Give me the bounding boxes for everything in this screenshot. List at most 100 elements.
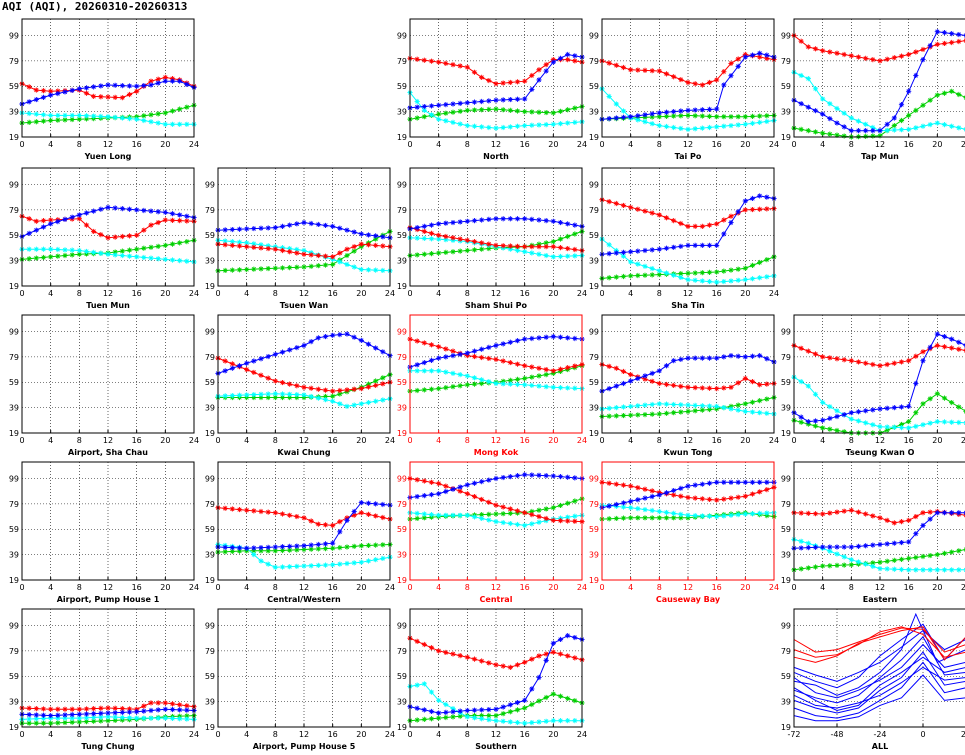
y-tick-label: 79 bbox=[589, 353, 599, 362]
data-point bbox=[721, 513, 727, 519]
data-point bbox=[628, 114, 634, 120]
x-tick-label: 8 bbox=[465, 289, 470, 298]
data-point bbox=[906, 567, 912, 573]
data-point bbox=[870, 133, 876, 139]
data-point bbox=[258, 391, 264, 397]
data-point bbox=[373, 267, 379, 273]
data-point bbox=[236, 363, 243, 369]
data-point bbox=[927, 552, 933, 559]
data-point bbox=[486, 106, 492, 113]
data-point bbox=[450, 119, 456, 126]
y-tick-label: 59 bbox=[9, 82, 19, 91]
data-point bbox=[877, 565, 883, 572]
x-tick-label: 4 bbox=[820, 583, 825, 592]
x-tick-label: 24 bbox=[189, 289, 199, 298]
data-point bbox=[642, 373, 648, 379]
data-point bbox=[380, 397, 386, 403]
data-point bbox=[536, 373, 542, 379]
data-point bbox=[344, 387, 350, 393]
data-point bbox=[471, 218, 478, 224]
data-point bbox=[642, 412, 648, 418]
data-point bbox=[678, 113, 684, 119]
y-tick-label: 79 bbox=[9, 647, 19, 656]
data-point bbox=[155, 80, 161, 86]
data-point bbox=[714, 114, 720, 120]
data-point bbox=[827, 548, 833, 554]
data-point bbox=[685, 126, 691, 132]
data-point bbox=[714, 77, 720, 83]
y-tick-label: 19 bbox=[9, 429, 19, 438]
data-point bbox=[891, 566, 897, 572]
data-point bbox=[26, 712, 32, 718]
data-point bbox=[112, 252, 118, 258]
x-tick-label: 8 bbox=[77, 289, 82, 298]
data-point bbox=[330, 332, 336, 338]
data-point bbox=[365, 384, 372, 390]
y-tick-label: 59 bbox=[9, 231, 19, 240]
data-point bbox=[55, 253, 61, 259]
data-point bbox=[83, 85, 90, 91]
data-point bbox=[421, 107, 427, 113]
data-point bbox=[572, 655, 578, 661]
data-point bbox=[428, 112, 435, 118]
data-point bbox=[337, 387, 343, 394]
data-point bbox=[721, 123, 727, 129]
data-point bbox=[848, 358, 854, 364]
data-point bbox=[735, 402, 741, 408]
data-point bbox=[414, 705, 420, 711]
data-point bbox=[98, 94, 104, 100]
data-point bbox=[927, 344, 933, 350]
data-point bbox=[536, 251, 542, 257]
x-tick-label: 24 bbox=[961, 140, 965, 149]
y-tick-label: 79 bbox=[205, 647, 215, 656]
data-point bbox=[48, 92, 54, 98]
data-point bbox=[735, 63, 741, 69]
panel-frame bbox=[409, 314, 583, 434]
data-point bbox=[642, 208, 648, 214]
data-point bbox=[529, 512, 535, 518]
data-point bbox=[184, 213, 190, 219]
data-point bbox=[486, 660, 492, 666]
data-point bbox=[949, 567, 955, 573]
data-point bbox=[55, 246, 61, 253]
data-point bbox=[649, 68, 655, 74]
data-point bbox=[692, 270, 698, 276]
data-point bbox=[479, 107, 485, 113]
data-point bbox=[358, 231, 364, 237]
data-point bbox=[373, 557, 379, 563]
data-point bbox=[184, 238, 190, 245]
x-tick-label: 20 bbox=[740, 289, 750, 298]
panel-label: Airport, Pump House 1 bbox=[57, 595, 160, 604]
data-point bbox=[265, 394, 271, 401]
data-point bbox=[493, 242, 499, 248]
data-point bbox=[678, 220, 684, 227]
data-point bbox=[543, 334, 549, 340]
data-point bbox=[735, 479, 741, 485]
data-point bbox=[692, 355, 698, 361]
x-tick-label: 16 bbox=[132, 140, 142, 149]
data-point bbox=[764, 410, 770, 416]
data-point bbox=[757, 479, 763, 485]
data-point bbox=[500, 718, 506, 724]
data-point bbox=[565, 695, 571, 702]
data-point bbox=[330, 261, 336, 268]
data-point bbox=[105, 714, 111, 720]
data-point bbox=[728, 114, 734, 120]
data-point bbox=[184, 716, 190, 722]
data-point bbox=[841, 110, 847, 116]
y-tick-label: 19 bbox=[9, 133, 19, 142]
data-point bbox=[308, 339, 314, 345]
data-point bbox=[486, 216, 492, 222]
y-tick-label: 39 bbox=[781, 404, 791, 413]
data-point bbox=[934, 418, 940, 425]
x-tick-label: 8 bbox=[465, 140, 470, 149]
data-point bbox=[69, 706, 75, 712]
data-point bbox=[141, 708, 147, 714]
data-point bbox=[685, 408, 691, 415]
data-point bbox=[294, 543, 300, 549]
y-tick-label: 19 bbox=[9, 282, 19, 291]
data-point bbox=[514, 216, 521, 222]
data-point bbox=[414, 252, 420, 258]
y-tick-label: 19 bbox=[781, 429, 791, 438]
data-point bbox=[735, 114, 741, 120]
